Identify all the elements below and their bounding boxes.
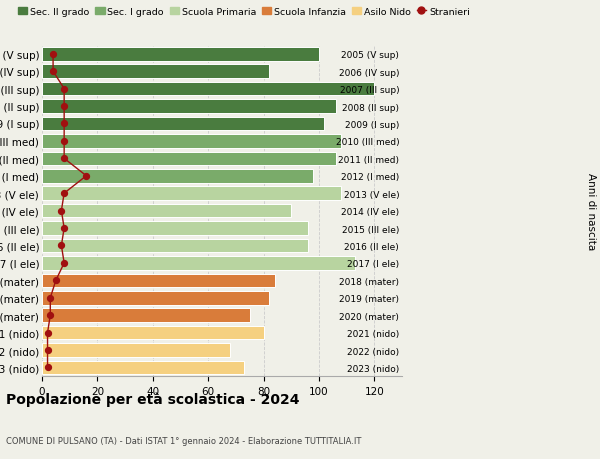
Point bbox=[59, 138, 69, 145]
Point bbox=[51, 277, 61, 285]
Point bbox=[43, 364, 52, 371]
Point bbox=[56, 242, 66, 250]
Point bbox=[48, 68, 58, 76]
Bar bbox=[42, 65, 269, 79]
Legend: Sec. II grado, Sec. I grado, Scuola Primaria, Scuola Infanzia, Asilo Nido, Stran: Sec. II grado, Sec. I grado, Scuola Prim… bbox=[18, 8, 470, 17]
Bar bbox=[42, 100, 335, 113]
Point bbox=[46, 294, 55, 302]
Point bbox=[59, 260, 69, 267]
Point bbox=[59, 155, 69, 162]
Point bbox=[43, 329, 52, 336]
Point bbox=[48, 51, 58, 58]
Bar bbox=[42, 222, 308, 235]
Bar bbox=[42, 326, 263, 340]
Point bbox=[56, 207, 66, 215]
Bar bbox=[42, 169, 313, 183]
Point bbox=[43, 347, 52, 354]
Text: Popolazione per età scolastica - 2024: Popolazione per età scolastica - 2024 bbox=[6, 392, 299, 406]
Point bbox=[82, 173, 91, 180]
Bar bbox=[42, 204, 291, 218]
Bar bbox=[42, 239, 308, 253]
Bar bbox=[42, 257, 355, 270]
Bar bbox=[42, 135, 341, 148]
Text: COMUNE DI PULSANO (TA) - Dati ISTAT 1° gennaio 2024 - Elaborazione TUTTITALIA.IT: COMUNE DI PULSANO (TA) - Dati ISTAT 1° g… bbox=[6, 436, 361, 445]
Point bbox=[59, 86, 69, 93]
Point bbox=[59, 103, 69, 111]
Bar bbox=[42, 291, 269, 305]
Bar bbox=[42, 48, 319, 62]
Bar bbox=[42, 152, 335, 166]
Point bbox=[59, 225, 69, 232]
Text: Anni di nascita: Anni di nascita bbox=[586, 173, 596, 250]
Bar bbox=[42, 343, 230, 357]
Bar bbox=[42, 274, 275, 287]
Bar bbox=[42, 187, 341, 201]
Point bbox=[59, 190, 69, 197]
Bar bbox=[42, 83, 374, 96]
Bar bbox=[42, 309, 250, 322]
Bar bbox=[42, 361, 244, 375]
Point bbox=[59, 121, 69, 128]
Bar bbox=[42, 118, 325, 131]
Point bbox=[46, 312, 55, 319]
